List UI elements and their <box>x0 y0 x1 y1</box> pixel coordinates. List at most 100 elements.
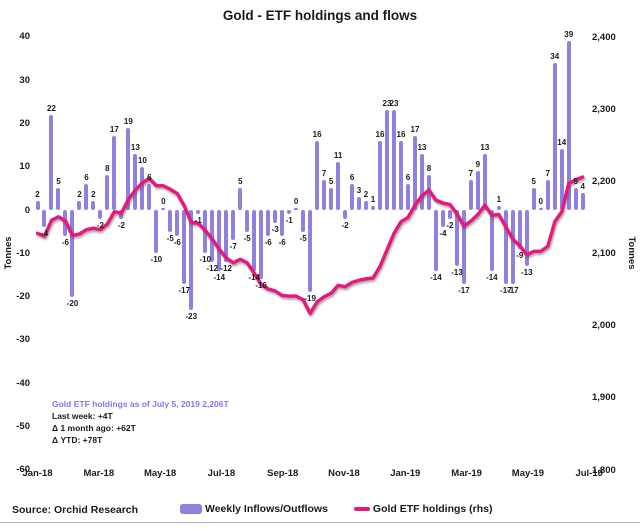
bar-value-label: -7 <box>229 242 237 252</box>
bar-value-label: -5 <box>243 233 251 243</box>
bar-value-label: 2 <box>77 190 82 200</box>
bar-value-label: -4 <box>40 229 49 239</box>
bar-value-label: -6 <box>264 237 272 247</box>
flow-bar <box>426 175 431 210</box>
flow-bar <box>77 201 82 210</box>
flow-bar <box>385 110 389 210</box>
flow-bar <box>496 205 501 210</box>
flow-bar <box>308 210 313 293</box>
flow-bar <box>468 179 473 210</box>
bar-value-label: 2 <box>363 190 369 200</box>
flow-bar <box>489 210 494 271</box>
flow-bar <box>559 149 564 210</box>
annotation-holdings: Gold ETF holdings as of July 5, 2019 2,2… <box>52 399 229 409</box>
bar-value-label: 22 <box>47 103 56 113</box>
left-tick: -20 <box>16 291 30 303</box>
x-axis-label: Nov-18 <box>328 468 360 479</box>
source-text: Source: Orchid Research <box>12 504 139 516</box>
flow-bar <box>510 210 515 284</box>
bar-value-label: 0 <box>293 197 299 206</box>
bar-value-label: -3 <box>271 224 279 234</box>
x-axis-label: May-18 <box>143 468 177 479</box>
legend: Weekly Inflows/Outflows Gold ETF holding… <box>180 503 493 515</box>
flow-bar <box>168 210 173 232</box>
bar-value-label: -16 <box>255 281 267 291</box>
bar-value-label: 5 <box>573 177 578 187</box>
right-tick: 2,200 <box>592 175 616 187</box>
x-axis-label: Jan-18 <box>22 468 53 479</box>
bar-value-label: -5 <box>299 233 307 243</box>
bar-value-label: -13 <box>521 268 533 278</box>
bar-value-label: -14 <box>430 272 442 282</box>
bar-value-label: -12 <box>206 263 219 273</box>
legend-item-holdings: Gold ETF holdings (rhs) <box>353 503 493 515</box>
bar-value-label: -20 <box>66 298 79 308</box>
bar-value-label: -9 <box>516 250 524 260</box>
bar-value-label: -12 <box>220 263 232 273</box>
flow-bar <box>196 210 201 215</box>
bar-value-label: 7 <box>545 168 550 178</box>
bar-value-label: 6 <box>84 173 89 183</box>
flow-bar <box>454 210 459 267</box>
flow-bar <box>301 210 306 232</box>
flow-bar <box>105 175 110 210</box>
flow-bar <box>517 210 522 249</box>
flow-bar <box>112 136 117 210</box>
flow-bar <box>273 210 278 223</box>
flow-bar <box>161 208 166 210</box>
flow-bar <box>433 210 438 271</box>
bar-value-label: 17 <box>410 125 420 135</box>
bar-value-label: -14 <box>248 272 260 282</box>
bar-value-label: 7 <box>321 168 327 178</box>
x-axis-label: Sep-18 <box>267 468 299 479</box>
flow-bar <box>580 192 585 210</box>
left-tick: -60 <box>16 464 30 476</box>
flow-bar <box>447 210 452 219</box>
bar-value-label: -10 <box>150 255 163 265</box>
bar-value-label: 14 <box>557 138 567 148</box>
flow-bar <box>147 184 152 210</box>
legend-item-flows: Weekly Inflows/Outflows <box>180 503 328 515</box>
bar-value-label: 6 <box>349 173 355 183</box>
left-tick: 40 <box>19 31 30 43</box>
bar-value-label: -6 <box>173 237 181 247</box>
bar-value-label: -19 <box>304 294 316 304</box>
left-tick: -10 <box>16 247 30 259</box>
bar-value-label: 16 <box>312 129 322 139</box>
left-tick: 0 <box>24 204 30 216</box>
bar-value-label: 9 <box>475 160 481 170</box>
bar-value-label: 16 <box>396 129 406 139</box>
bar-value-label: -17 <box>178 285 191 295</box>
bar-value-label: -14 <box>213 272 226 282</box>
bar-value-label: -5 <box>166 233 174 243</box>
x-axis-label: Mar-19 <box>451 468 482 479</box>
flow-bar <box>126 127 131 210</box>
flow-bar <box>91 201 96 210</box>
bar-value-label: 13 <box>417 142 427 152</box>
x-axis-label: Mar-18 <box>83 468 115 479</box>
flow-bar <box>70 210 75 297</box>
left-tick: 30 <box>19 74 30 86</box>
bar-value-label: 19 <box>123 116 133 126</box>
bar-value-label: 5 <box>328 177 334 187</box>
bar-value-label: 6 <box>405 173 411 183</box>
flow-bar <box>224 210 229 262</box>
flow-bar <box>294 208 299 210</box>
flow-bar <box>231 210 236 241</box>
flow-bar <box>238 188 243 210</box>
bar-value-label: 2 <box>35 190 40 200</box>
flow-bar <box>419 153 424 210</box>
flow-bar <box>405 184 410 210</box>
flow-bar <box>287 210 292 215</box>
bar-value-label: 0 <box>538 197 543 206</box>
bar-value-label: -6 <box>278 237 286 247</box>
bar-value-label: 23 <box>382 99 392 109</box>
flow-bar <box>245 210 250 232</box>
right-tick: 2,400 <box>592 31 616 43</box>
left-tick: -50 <box>16 421 30 432</box>
flow-bar <box>56 188 61 210</box>
flow-bar <box>154 210 159 254</box>
bar-value-label: -17 <box>500 285 512 295</box>
